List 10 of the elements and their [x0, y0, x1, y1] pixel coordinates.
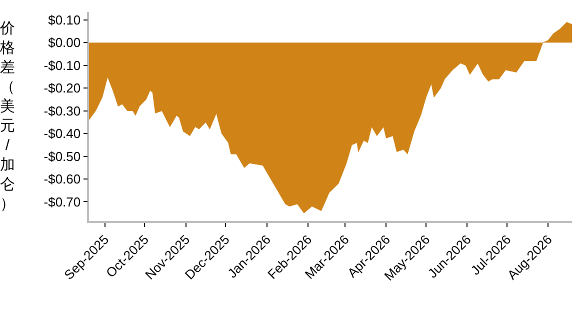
y-tick-label: -$0.50	[44, 148, 81, 164]
y-tick-label: -$0.10	[44, 58, 81, 73]
text: 价格差（美元/加仑）	[0, 20, 15, 212]
y-tick-label: -$0.70	[44, 194, 81, 210]
y-tick-label: $0.00	[48, 35, 81, 50]
y-tick-label: -$0.40	[44, 126, 81, 142]
y-tick-label: -$0.20	[44, 80, 81, 96]
y-tick-label: $0.10	[48, 12, 81, 28]
y-tick-label: -$0.30	[44, 103, 81, 118]
y-tick-label: -$0.60	[44, 172, 81, 187]
